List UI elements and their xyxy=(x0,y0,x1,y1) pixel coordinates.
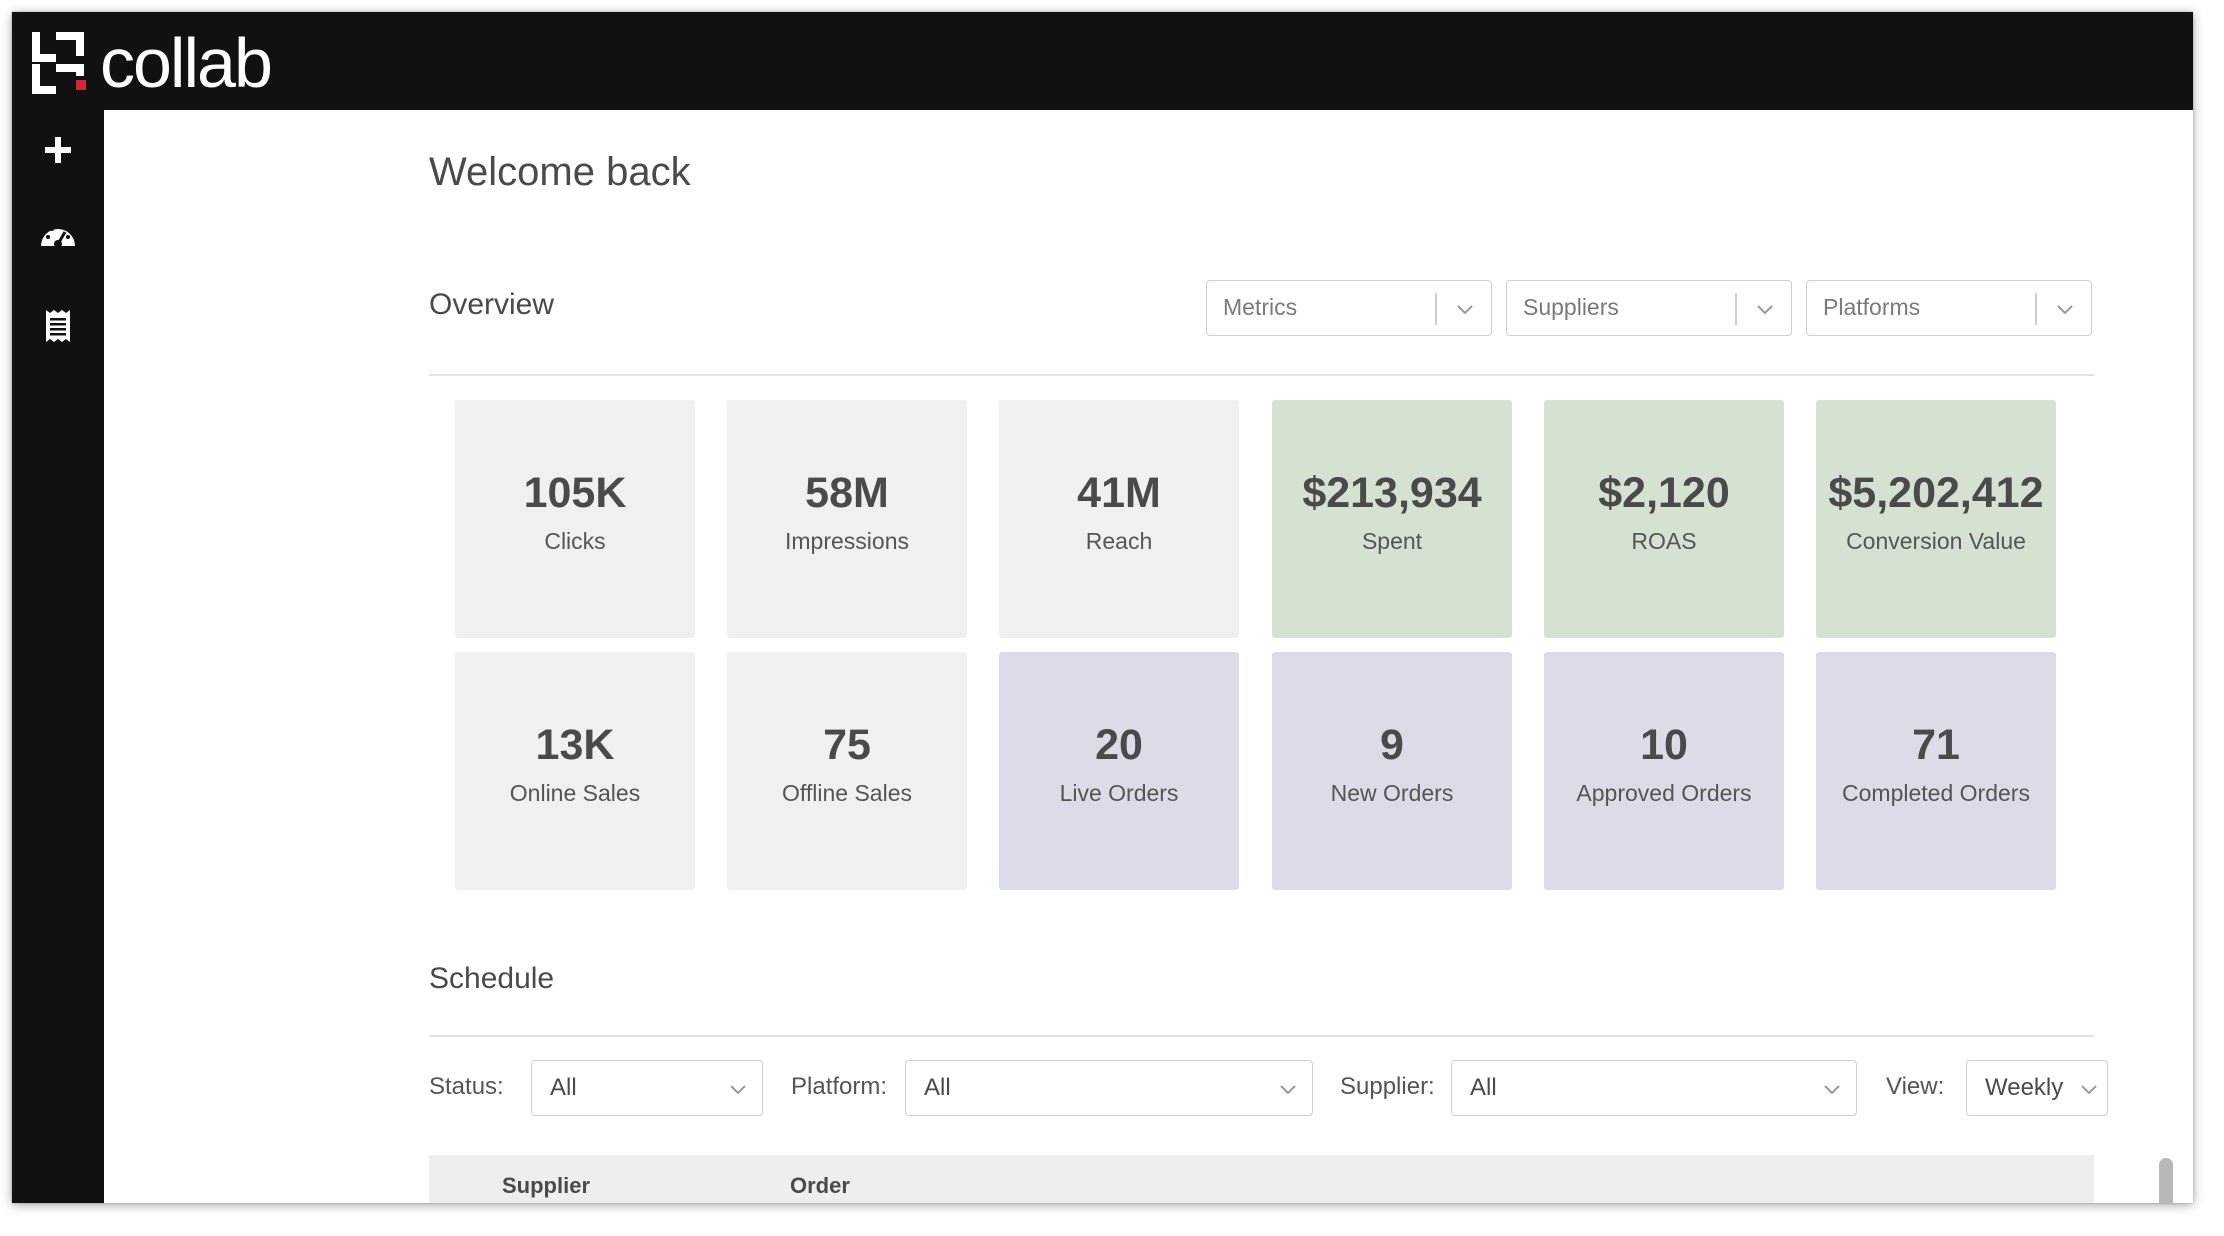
logo-text: collab xyxy=(100,24,273,102)
metric-value: 10 xyxy=(1640,721,1688,769)
view-dropdown-value: Weekly xyxy=(1985,1074,2064,1101)
page-title: Welcome back xyxy=(429,150,691,194)
overview-title: Overview xyxy=(429,288,555,321)
metric-label: New Orders xyxy=(1330,780,1454,806)
table-scrollbar[interactable] xyxy=(2159,1158,2173,1203)
schedule-table-header: Supplier Order xyxy=(429,1155,2094,1203)
metric-label: Online Sales xyxy=(509,780,641,806)
chevron-down-icon xyxy=(1824,1085,1840,1095)
platforms-select-placeholder: Platforms xyxy=(1823,294,1921,320)
metric-label: ROAS xyxy=(1631,528,1697,554)
column-header-supplier[interactable]: Supplier xyxy=(502,1173,591,1198)
metric-value: 13K xyxy=(535,721,615,769)
main-content: Welcome back Overview Metrics Suppliers … xyxy=(104,110,2193,1203)
metric-label: Impressions xyxy=(785,528,909,554)
metric-value: 105K xyxy=(523,469,627,517)
status-dropdown-value: All xyxy=(550,1074,577,1101)
overview-divider xyxy=(429,374,2094,376)
sidebar-item-create[interactable] xyxy=(30,122,86,178)
receipt-icon xyxy=(46,310,70,342)
plus-icon xyxy=(45,137,71,163)
metric-value: 41M xyxy=(1077,469,1161,517)
schedule-title: Schedule xyxy=(429,962,555,995)
metric-label: Live Orders xyxy=(1059,780,1179,806)
supplier-filter-label: Supplier: xyxy=(1340,1073,1435,1100)
schedule-divider xyxy=(429,1035,2094,1037)
metrics-select-placeholder: Metrics xyxy=(1223,294,1298,320)
sidebar-item-orders[interactable] xyxy=(30,298,86,354)
collab-logo[interactable]: collab xyxy=(30,24,273,102)
select-separator xyxy=(1735,293,1737,325)
metric-label: Clicks xyxy=(544,528,606,554)
platform-dropdown[interactable]: All xyxy=(905,1060,1313,1116)
metric-card-new-orders: 9 New Orders xyxy=(1272,652,1512,890)
metric-card-offline-sales: 75 Offline Sales xyxy=(727,652,967,890)
metric-card-conversion-value: $5,202,412 Conversion Value xyxy=(1816,400,2056,638)
metric-card-roas: $2,120 ROAS xyxy=(1544,400,1784,638)
metric-card-online-sales: 13K Online Sales xyxy=(455,652,695,890)
app-window: collab xyxy=(12,12,2193,1203)
metric-label: Spent xyxy=(1361,528,1423,554)
metrics-select[interactable]: Metrics xyxy=(1206,280,1492,336)
metric-value: $213,934 xyxy=(1302,469,1482,517)
supplier-dropdown-value: All xyxy=(1470,1074,1497,1101)
metric-value: 58M xyxy=(805,469,889,517)
suppliers-select[interactable]: Suppliers xyxy=(1506,280,1792,336)
status-filter-label: Status: xyxy=(429,1073,504,1100)
metric-label: Conversion Value xyxy=(1846,528,2026,554)
chevron-down-icon xyxy=(2057,305,2073,315)
metric-value: $5,202,412 xyxy=(1828,469,2044,517)
supplier-dropdown[interactable]: All xyxy=(1451,1060,1857,1116)
column-header-order[interactable]: Order xyxy=(790,1173,850,1198)
collab-logo-icon xyxy=(32,32,86,94)
view-dropdown[interactable]: Weekly xyxy=(1966,1060,2108,1116)
metric-label: Completed Orders xyxy=(1842,780,2030,806)
metric-card-spent: $213,934 Spent xyxy=(1272,400,1512,638)
metric-card-live-orders: 20 Live Orders xyxy=(999,652,1239,890)
metric-value: 71 xyxy=(1912,721,1960,769)
metric-label: Offline Sales xyxy=(782,780,912,806)
sidebar-item-dashboard[interactable] xyxy=(30,206,86,262)
dashboard-gauge-icon xyxy=(41,224,75,248)
metric-value: 20 xyxy=(1095,721,1143,769)
suppliers-select-placeholder: Suppliers xyxy=(1523,294,1619,320)
platform-dropdown-value: All xyxy=(924,1074,951,1101)
metric-value: 75 xyxy=(823,721,871,769)
select-separator xyxy=(2035,293,2037,325)
status-dropdown[interactable]: All xyxy=(531,1060,763,1116)
metric-card-clicks: 105K Clicks xyxy=(455,400,695,638)
metric-label: Reach xyxy=(1085,528,1153,554)
platforms-select[interactable]: Platforms xyxy=(1806,280,2092,336)
chevron-down-icon xyxy=(1457,305,1473,315)
metric-label: Approved Orders xyxy=(1576,780,1752,806)
chevron-down-icon xyxy=(1757,305,1773,315)
metric-card-reach: 41M Reach xyxy=(999,400,1239,638)
chevron-down-icon xyxy=(730,1085,746,1095)
chevron-down-icon xyxy=(1280,1085,1296,1095)
platform-filter-label: Platform: xyxy=(791,1073,888,1100)
metric-value: $2,120 xyxy=(1598,469,1730,517)
top-bar: collab xyxy=(12,12,2193,110)
metric-value: 9 xyxy=(1380,721,1404,769)
select-separator xyxy=(1435,293,1437,325)
metric-card-impressions: 58M Impressions xyxy=(727,400,967,638)
view-filter-label: View: xyxy=(1886,1073,1945,1100)
metric-card-completed-orders: 71 Completed Orders xyxy=(1816,652,2056,890)
metric-card-approved-orders: 10 Approved Orders xyxy=(1544,652,1784,890)
chevron-down-icon xyxy=(2081,1085,2097,1095)
sidebar xyxy=(12,110,104,1203)
